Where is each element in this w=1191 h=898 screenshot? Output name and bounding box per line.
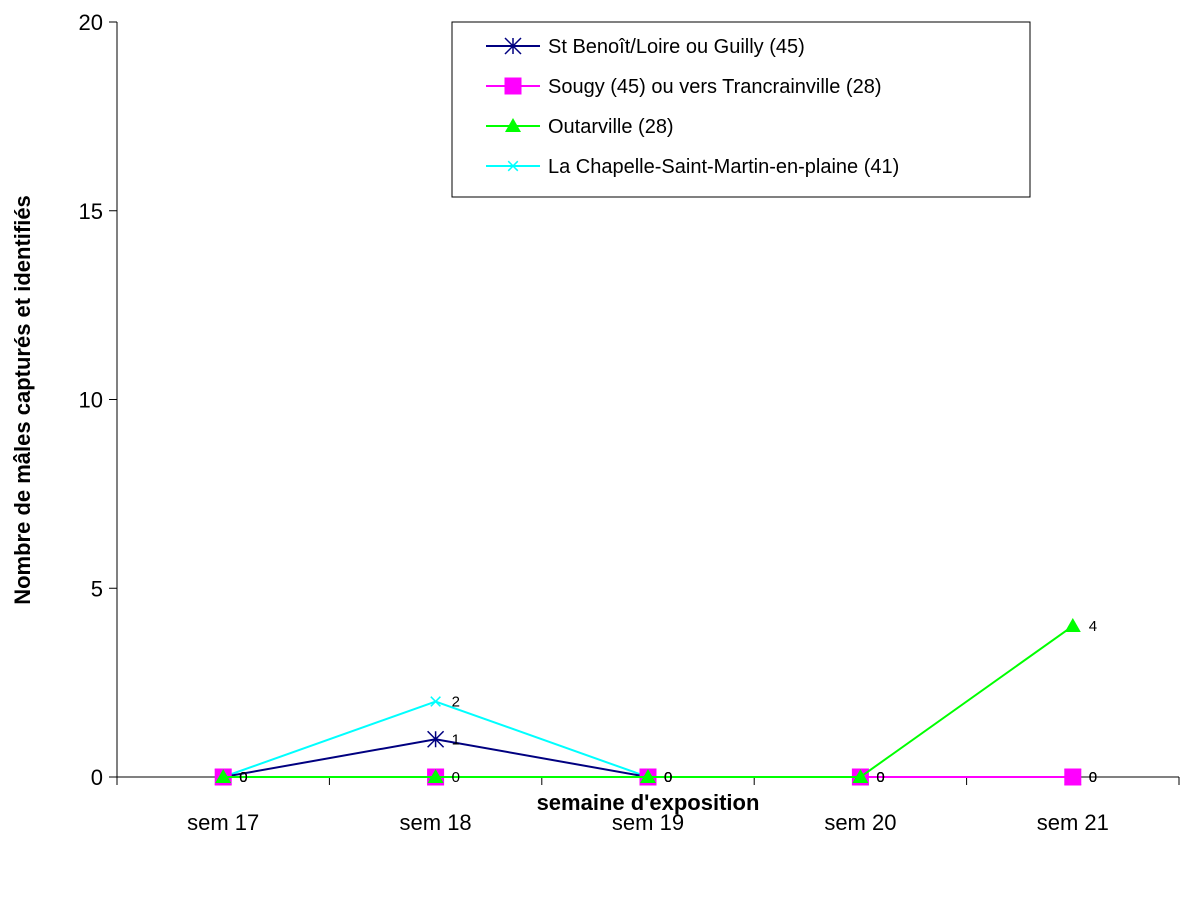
data-label: 1 — [452, 731, 460, 748]
x-tick-label: sem 19 — [612, 810, 684, 835]
legend-item: St Benoît/Loire ou Guilly (45) — [486, 36, 805, 58]
data-label: 0 — [876, 769, 884, 786]
series-2 — [215, 618, 1081, 783]
x-tick-label: sem 18 — [400, 810, 472, 835]
y-tick-label: 5 — [91, 576, 103, 601]
legend-item: La Chapelle-Saint-Martin-en-plaine (41) — [486, 156, 899, 178]
data-label: 0 — [239, 769, 247, 786]
data-label: 0 — [239, 769, 247, 786]
marker-triangle — [852, 769, 869, 783]
marker-x — [507, 160, 519, 172]
marker-asterisk — [427, 730, 445, 748]
series-layer — [214, 618, 1082, 786]
y-tick-label: 10 — [79, 388, 103, 413]
y-tick-label: 20 — [79, 10, 103, 35]
data-label: 2 — [452, 694, 460, 711]
x-tick-label: sem 21 — [1037, 810, 1109, 835]
marker-triangle — [1064, 618, 1081, 632]
data-label: 0 — [876, 769, 884, 786]
y-tick-label: 15 — [79, 199, 103, 224]
y-axis-title: Nombre de mâles capturés et identifiés — [10, 195, 35, 605]
marker-square — [504, 77, 522, 95]
data-label: 0 — [664, 769, 672, 786]
data-label: 0 — [876, 769, 884, 786]
marker-x — [430, 696, 441, 707]
x-tick-label: sem 20 — [824, 810, 896, 835]
marker-triangle — [640, 769, 656, 783]
legend-label: Outarville (28) — [548, 116, 674, 138]
data-label: 0 — [876, 769, 884, 786]
data-label: 0 — [452, 769, 460, 786]
legend-label: St Benoît/Loire ou Guilly (45) — [548, 36, 805, 58]
legend-box — [451, 21, 1031, 198]
data-label: 4 — [1089, 618, 1097, 635]
legend-item: Outarville (28) — [486, 116, 674, 138]
data-label: 0 — [664, 769, 672, 786]
x-tick-label: sem 17 — [187, 810, 259, 835]
data-label: 0 — [664, 769, 672, 786]
legend-item: Sougy (45) ou vers Trancrainville (28) — [486, 76, 881, 98]
legend-label: La Chapelle-Saint-Martin-en-plaine (41) — [548, 156, 899, 178]
data-label: 0 — [1089, 769, 1097, 786]
legend-label: Sougy (45) ou vers Trancrainville (28) — [548, 76, 881, 98]
y-tick-label: 0 — [91, 765, 103, 790]
data-label: 0 — [1089, 769, 1097, 786]
marker-triangle — [505, 118, 521, 132]
legend: St Benoît/Loire ou Guilly (45) Sougy (45)… — [451, 21, 1031, 198]
data-label: 0 — [1089, 769, 1097, 786]
marker-square — [1064, 768, 1082, 786]
marker-triangle — [427, 769, 444, 783]
data-label: 0 — [239, 769, 247, 786]
data-label: 0 — [664, 769, 672, 786]
marker-triangle — [215, 769, 232, 783]
data-label: 0 — [239, 769, 247, 786]
marker-asterisk — [504, 37, 522, 55]
x-axis-title: semaine d'exposition — [537, 790, 760, 815]
